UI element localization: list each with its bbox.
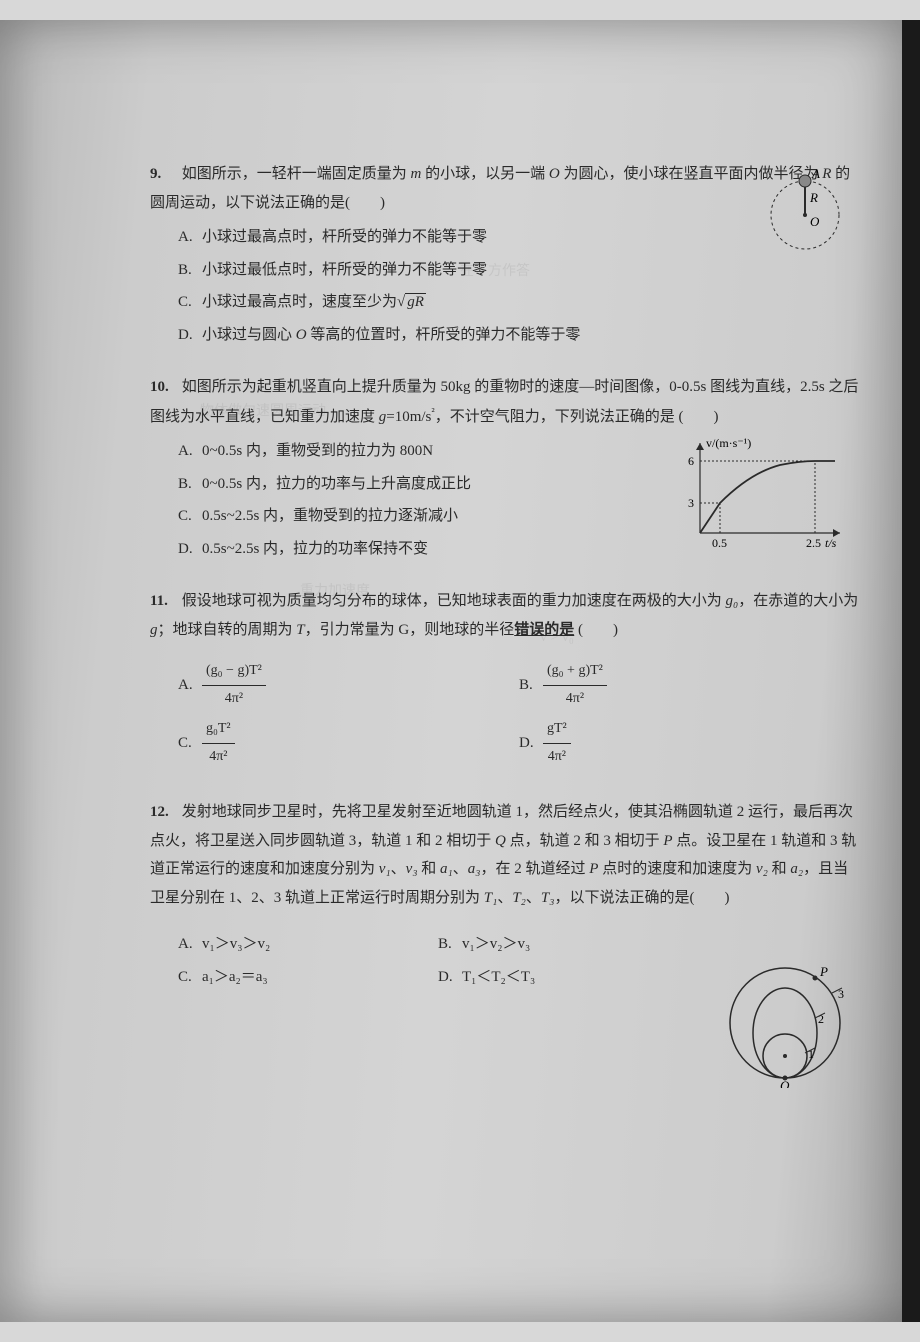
options-list: A.(g₀ − g)T²4π² B.(g₀ + g)T²4π² C.g₀T²4π… xyxy=(178,658,860,774)
option-A: A.0~0.5s 内，重物受到的拉力为 800N xyxy=(178,437,598,466)
question-number: 10. xyxy=(150,373,178,402)
rod-ball-svg: A R O xyxy=(760,160,850,260)
question-number: 9. xyxy=(150,160,178,189)
orbits-svg: P Q 1 2 3 xyxy=(720,958,850,1088)
question-stem: 如图所示为起重机竖直向上提升质量为 50kg 的重物时的速度—时间图像，0-0.… xyxy=(150,379,858,425)
options-list: A.0~0.5s 内，重物受到的拉力为 800N B.0~0.5s 内，拉力的功… xyxy=(178,437,598,563)
option-B: B.小球过最低点时，杆所受的弹力不能等于零 xyxy=(178,256,860,285)
xtick-25: 2.5 xyxy=(806,536,821,550)
diagram-orbits: P Q 1 2 3 xyxy=(720,958,850,1099)
question-9: A R O 9. 如图所示，一轻杆一端固定质量为 m 的小球，以另一端 O 为圆… xyxy=(150,160,860,349)
option-C: C.a₁＞a₂＝a₃ xyxy=(178,963,438,992)
diagram-rod-ball: A R O xyxy=(760,160,850,271)
option-D: D.小球过与圆心 O 等高的位置时，杆所受的弹力不能等于零 xyxy=(178,321,860,350)
vt-graph-svg: 3 6 0.5 2.5 v/(m·s⁻¹) t/s xyxy=(670,433,850,553)
option-C: C.0.5s~2.5s 内，重物受到的拉力逐渐减小 xyxy=(178,502,598,531)
question-11: 11. 假设地球可视为质量均匀分布的球体，已知地球表面的重力加速度在两极的大小为… xyxy=(150,587,860,774)
option-B: B.v₁＞v₂＞v₃ xyxy=(438,930,698,959)
label-P: P xyxy=(819,964,828,979)
label-Q: Q xyxy=(780,1078,790,1088)
options-list: A.小球过最高点时，杆所受的弹力不能等于零 B.小球过最低点时，杆所受的弹力不能… xyxy=(178,223,860,349)
option-D: D.T₁＜T₂＜T₃ xyxy=(438,963,698,992)
options-list: A.v₁＞v₃＞v₂ B.v₁＞v₂＞v₃ C.a₁＞a₂＝a₃ D.T₁＜T₂… xyxy=(178,930,698,995)
option-D: D.gT²4π² xyxy=(519,716,860,770)
question-number: 12. xyxy=(150,798,178,827)
question-stem: 如图所示，一轻杆一端固定质量为 m 的小球，以另一端 O 为圆心，使小球在竖直平… xyxy=(150,166,850,211)
label-O: O xyxy=(810,214,820,229)
question-stem: 假设地球可视为质量均匀分布的球体，已知地球表面的重力加速度在两极的大小为 g₀，… xyxy=(150,593,858,638)
option-B: B.0~0.5s 内，拉力的功率与上升高度成正比 xyxy=(178,470,598,499)
label-R: R xyxy=(809,190,818,205)
xtick-05: 0.5 xyxy=(712,536,727,550)
question-stem: 发射地球同步卫星时，先将卫星发射至近地圆轨道 1，然后经点火，使其沿椭圆轨道 2… xyxy=(150,804,856,906)
option-C: C.g₀T²4π² xyxy=(178,716,519,770)
option-A: A.(g₀ − g)T²4π² xyxy=(178,658,519,712)
option-B: B.(g₀ + g)T²4π² xyxy=(519,658,860,712)
question-12: P Q 1 2 3 12. 发射地球同步卫星时，先将卫星发射至近地圆轨道 1，然… xyxy=(150,798,860,995)
option-A: A.小球过最高点时，杆所受的弹力不能等于零 xyxy=(178,223,860,252)
question-number: 11. xyxy=(150,587,178,616)
diagram-vt-graph: 3 6 0.5 2.5 v/(m·s⁻¹) t/s xyxy=(670,433,850,564)
option-C: C.小球过最高点时，速度至少为√gR xyxy=(178,288,860,317)
ytick-6: 6 xyxy=(688,454,694,468)
y-label: v/(m·s⁻¹) xyxy=(706,436,751,450)
x-label: t/s xyxy=(825,536,837,550)
option-D: D.0.5s~2.5s 内，拉力的功率保持不变 xyxy=(178,535,598,564)
option-A: A.v₁＞v₃＞v₂ xyxy=(178,930,438,959)
question-10: 3 6 0.5 2.5 v/(m·s⁻¹) t/s 10. 如图所示为起重机竖直… xyxy=(150,373,860,563)
ytick-3: 3 xyxy=(688,496,694,510)
sqrt-gR: √gR xyxy=(397,293,426,310)
underline-word: 错误的是 xyxy=(514,622,574,638)
exam-page: 在下方作答 物体做匀速圆周运动 v > v₀ 重力加速度 A R O 9. 如图… xyxy=(0,20,920,1322)
label-A: A xyxy=(811,166,820,181)
